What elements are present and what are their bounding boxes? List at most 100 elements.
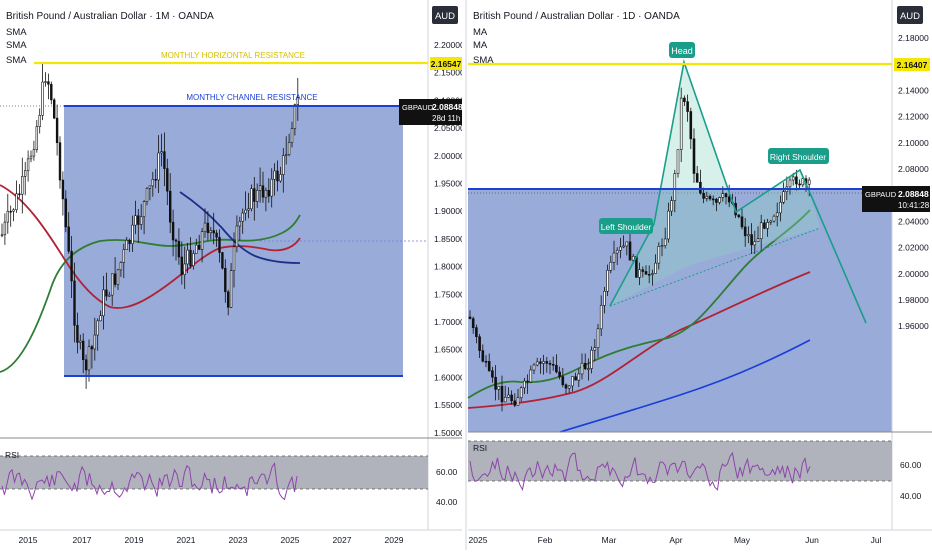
monthly-time-axis: 2015 2017 2019 2021 2023 2025 2027 2029 (19, 535, 404, 545)
time-tick: 2029 (385, 535, 404, 545)
price-tick: 1.90000 (434, 206, 465, 216)
candle-body (261, 185, 265, 198)
rsi-tick-60: 60.00 (436, 467, 458, 477)
candle-body (718, 197, 721, 203)
candle-body (567, 385, 571, 389)
left-shoulder-label: Left Shoulder (601, 222, 652, 232)
candle-body (657, 246, 661, 264)
candle-body (116, 269, 120, 285)
candle-body (93, 334, 97, 350)
candle-body (631, 255, 635, 261)
candle-body (160, 151, 163, 154)
candle-body (232, 246, 236, 271)
candle-body (737, 214, 741, 218)
candle-body (603, 290, 606, 306)
candle-body (647, 273, 651, 276)
indicator-sma-3: SMA (6, 55, 27, 66)
candle-body (267, 189, 270, 197)
candle-body (15, 193, 18, 211)
candle-body (235, 225, 239, 248)
candle-body (651, 273, 654, 275)
candle-body (287, 142, 291, 155)
head-and-shoulders-outline (609, 58, 867, 324)
candle-body (551, 364, 555, 366)
candle-body (96, 320, 99, 336)
candle-body (791, 176, 795, 181)
candle-body (9, 210, 12, 213)
candle-body (619, 246, 622, 251)
ma-green (467, 209, 811, 399)
rsi-line-daily (469, 451, 811, 492)
price-tick: 1.70000 (434, 317, 465, 327)
candle-body (221, 252, 224, 269)
candle-body (128, 239, 131, 245)
candle-body (250, 188, 253, 210)
candle-body (183, 263, 186, 275)
candle-body (3, 221, 7, 236)
daily-time-axis: 2025 Feb Mar Apr May Jun Jul (469, 535, 882, 545)
candle-body (545, 361, 549, 364)
daily-current-price: 2.08848 (898, 189, 929, 199)
rsi-tick-40: 40.00 (436, 497, 458, 507)
candle-body (638, 269, 641, 278)
candle-body (782, 191, 785, 203)
candle-body (67, 226, 70, 252)
candle-body (264, 189, 268, 198)
candle-body (622, 245, 625, 248)
time-tick: Jun (805, 535, 819, 545)
daily-chart-title: British Pound / Australian Dollar · 1D ·… (473, 11, 680, 22)
candle-body (255, 190, 259, 202)
candle-body (599, 305, 603, 330)
candle-body (526, 380, 529, 383)
candle-body (177, 240, 181, 258)
candle-body (798, 183, 801, 186)
candle-body (510, 394, 513, 402)
candle-body (596, 328, 600, 348)
pattern-area (610, 62, 820, 306)
candle-body (244, 209, 247, 214)
candle-body (747, 234, 750, 237)
candle-body (87, 346, 91, 371)
candle-body (756, 238, 760, 243)
candle-body (740, 216, 744, 228)
indicator-sma-daily: SMA (473, 55, 494, 66)
head-badge (669, 42, 695, 58)
time-tick: 2017 (73, 535, 92, 545)
candle-body (47, 81, 50, 85)
candle-body (41, 81, 44, 116)
candle-body (491, 370, 494, 378)
candle-body (171, 221, 175, 241)
time-tick: 2015 (19, 535, 38, 545)
currency-badge[interactable] (432, 6, 458, 24)
candle-body (775, 212, 779, 217)
candle-body (186, 249, 189, 265)
candle-body (523, 380, 526, 389)
candle-body (276, 170, 279, 182)
price-tick: 1.55000 (434, 400, 465, 410)
candle-body (6, 210, 10, 223)
daily-chart: Head Left Shoulder Right Shoulder 2.1800… (467, 0, 932, 545)
candle-body (284, 154, 288, 156)
candle-body (529, 369, 533, 383)
candle-body (615, 249, 619, 254)
price-tick: 2.00000 (898, 269, 929, 279)
candle-body (555, 364, 558, 373)
candle-body (111, 273, 114, 296)
candle-body (154, 179, 157, 181)
time-tick: 2023 (229, 535, 248, 545)
daily-current-price-tag (862, 186, 930, 212)
candle-body (500, 386, 504, 403)
candle-body (38, 115, 41, 127)
sma-red (0, 184, 301, 309)
candle-body (0, 234, 4, 237)
candle-body (667, 210, 670, 240)
daily-bar-countdown: 10:41:28 (898, 201, 930, 210)
currency-badge-daily[interactable] (897, 6, 923, 24)
rsi-tick-60-daily: 60.00 (900, 460, 922, 470)
candle-body (471, 318, 475, 328)
candle-body (641, 269, 645, 272)
candle-body (163, 151, 166, 169)
current-price: 2.08848 (432, 102, 463, 112)
candle-body (212, 230, 215, 234)
